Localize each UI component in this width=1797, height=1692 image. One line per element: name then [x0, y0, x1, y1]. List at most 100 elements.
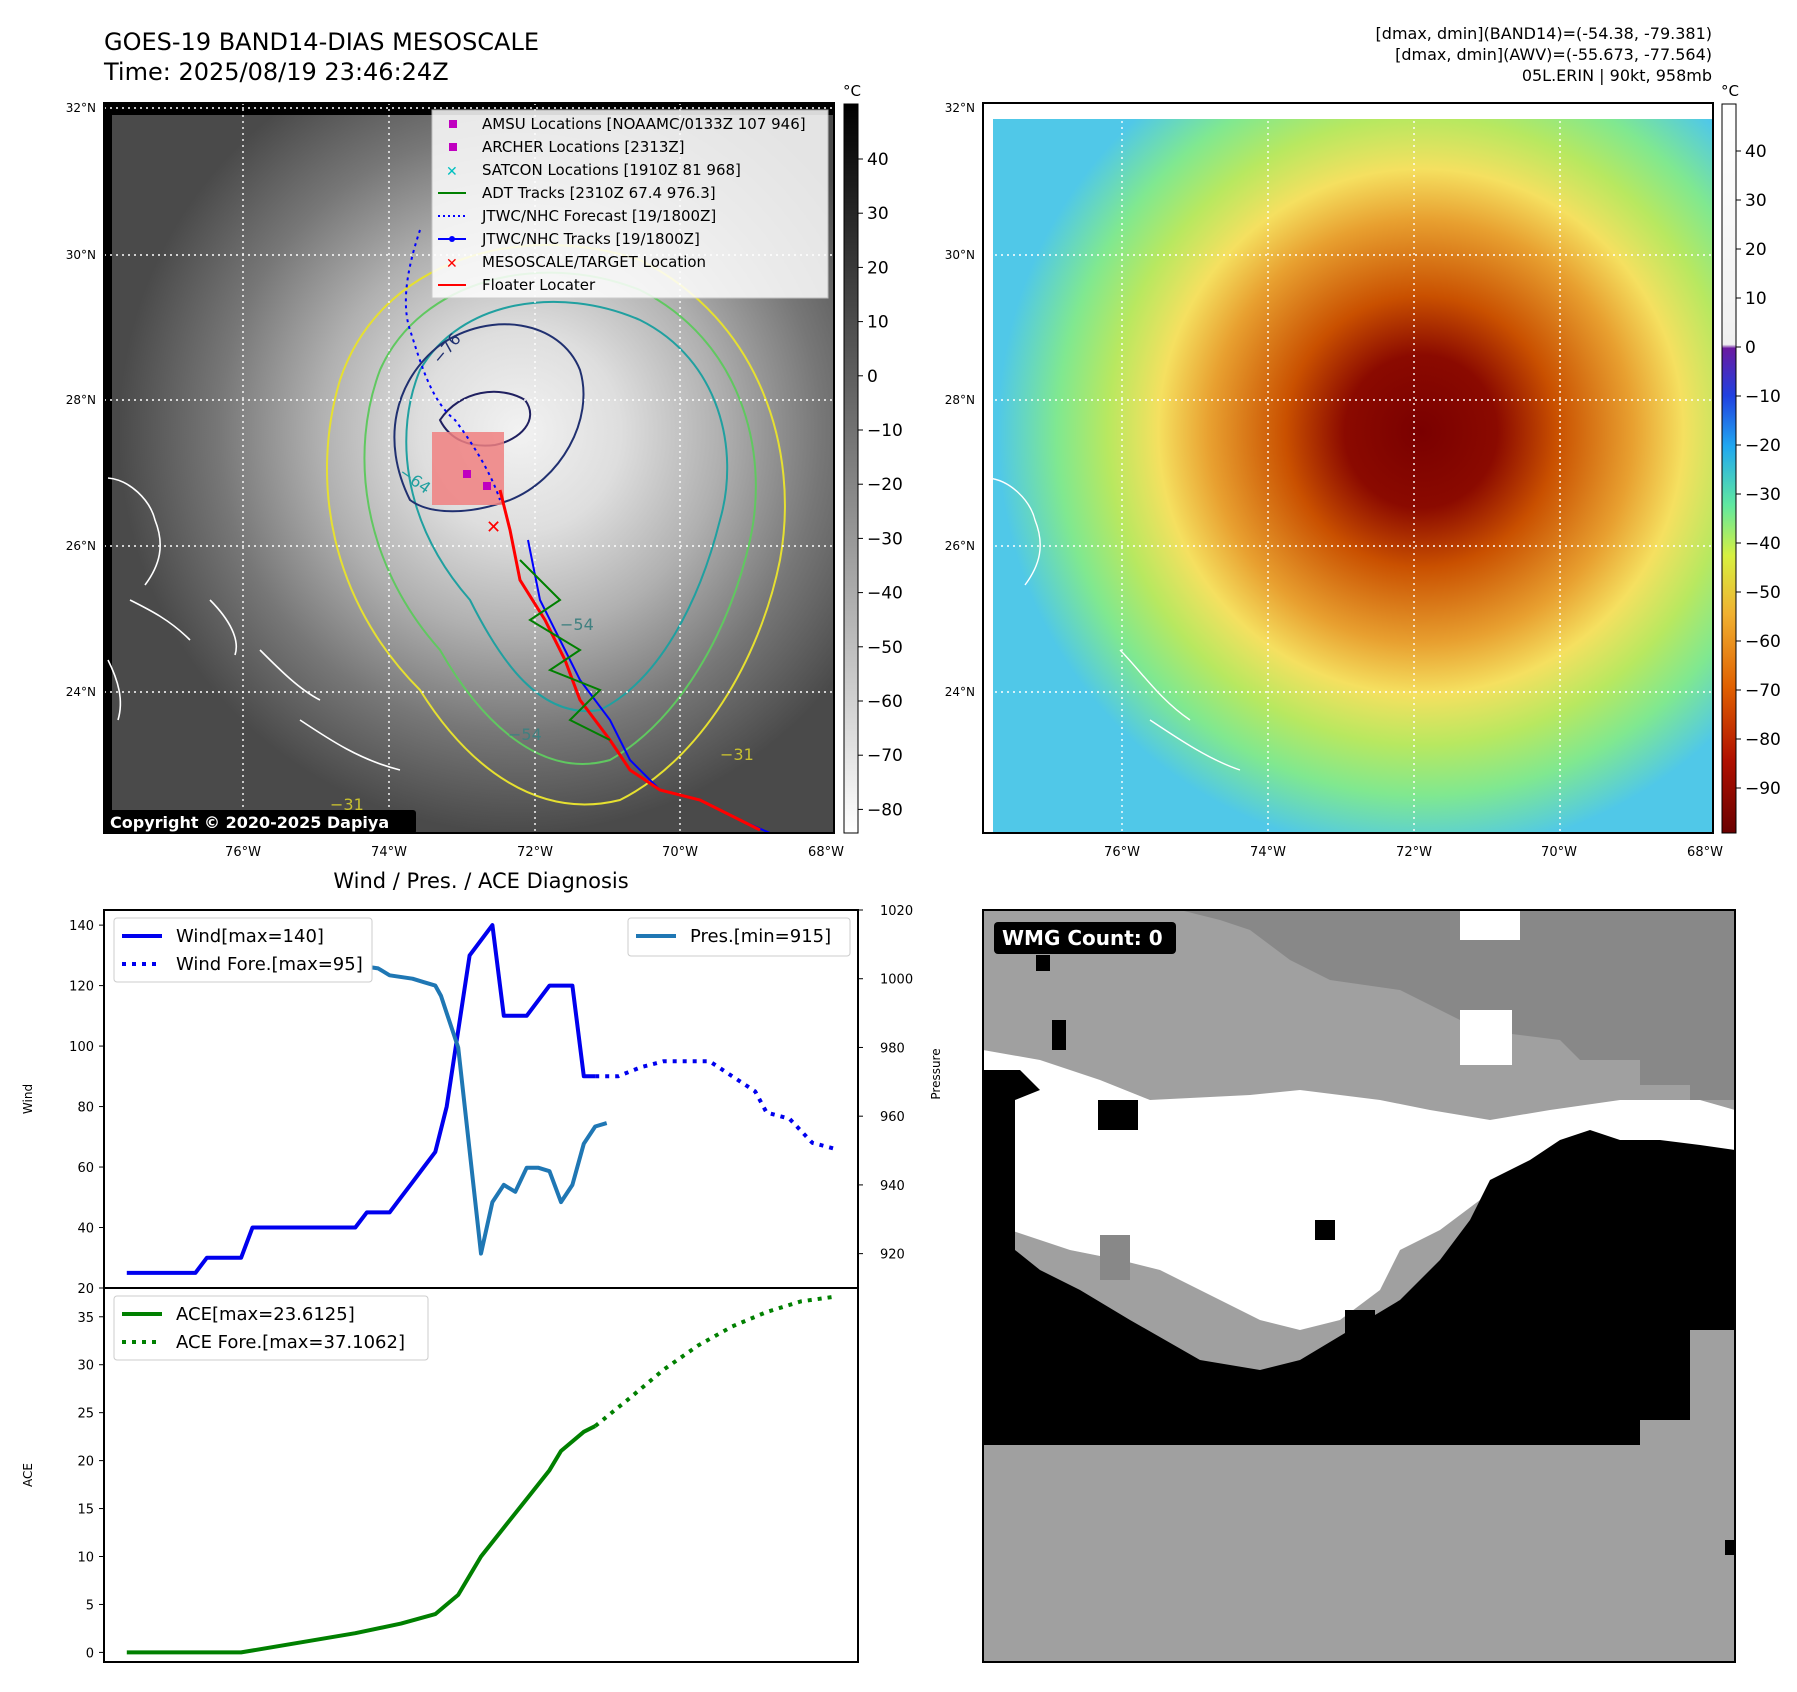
- color-map-coastlines: [987, 477, 1241, 771]
- colorbar-tick-label: −60: [1745, 632, 1781, 652]
- color-colorbar-ramp: [1721, 103, 1737, 834]
- y-tick-label: 20: [77, 1455, 94, 1470]
- colorbar-tick-label: 40: [867, 150, 889, 170]
- legend-label: JTWC/NHC Forecast [19/1800Z]: [481, 207, 716, 225]
- colorbar-tick-label: −80: [867, 800, 903, 820]
- y2-axis-label: Pressure: [929, 1048, 943, 1099]
- wmg-white-patch: [1460, 1010, 1512, 1065]
- wmg-black-dot-f: [1725, 1540, 1735, 1555]
- contour-label-31b: −31: [330, 795, 364, 814]
- y-axis-label: Wind: [21, 1084, 35, 1114]
- wind-pressure-chart: 20 40 60 80 100 120 140 Wind 920 940 960 980 1000 102…: [21, 904, 943, 1297]
- colorbar-tick-label: −90: [1745, 779, 1781, 799]
- coast-cuba: [107, 659, 122, 721]
- latitude-label: 28°N: [66, 393, 96, 407]
- pressure-legend: Pres.[min=915]: [627, 917, 851, 957]
- wmg-region-upper-gray: [1180, 910, 1735, 1100]
- colorbar-tick-label: 0: [867, 367, 878, 387]
- latitude-label: 26°N: [66, 539, 96, 553]
- longitude-label: 68°W: [808, 845, 844, 860]
- wmg-region-white: [983, 1050, 1735, 1330]
- contour-label-54b: −54: [508, 725, 542, 744]
- wmg-region-black: [983, 1070, 1735, 1480]
- mesoscale-target-box: [432, 432, 504, 505]
- ace-legend-label: ACE[max=23.6125]: [176, 1304, 355, 1325]
- wmg-count-badge: [994, 922, 1176, 954]
- y-tick-label: 60: [77, 1161, 94, 1176]
- legend-dot-swatch: [449, 236, 455, 242]
- y2-tick-label: 920: [880, 1248, 905, 1263]
- grayscale-colorbar-ramp: [843, 103, 859, 834]
- ace-legend: ACE[max=23.6125] ACE Fore.[max=37.1062]: [113, 1295, 429, 1361]
- archer-location-marker: [483, 482, 491, 490]
- coastlines: [107, 477, 401, 771]
- latitude-label: 32°N: [945, 101, 975, 115]
- longitude-label: 68°W: [1687, 845, 1723, 860]
- legend-label: AMSU Locations [NOAAMC/0133Z 107 946]: [482, 115, 806, 133]
- coast-islands-c: [259, 649, 321, 701]
- awv-range: [dmax, dmin](AWV)=(-55.673, -77.564): [1395, 45, 1712, 64]
- colorbar-tick-label: 30: [867, 204, 889, 224]
- colorbar-tick-label: −50: [1745, 583, 1781, 603]
- mesoscale-target-marker: ✕: [486, 517, 501, 538]
- legend-entry: ADT Tracks [2310Z 67.4 976.3]: [438, 184, 716, 202]
- colorbar-tick-label: 40: [1745, 142, 1767, 162]
- legend-entry: ✕ SATCON Locations [1910Z 81 968]: [446, 161, 741, 180]
- grayscale-colorbar: °C 40 30 20 10 0 −10 −20 −30 −40 −50 −60 −70 −80: [843, 82, 903, 834]
- longitude-label: 70°W: [662, 845, 698, 860]
- legend-entry: ✕ MESOSCALE/TARGET Location: [446, 253, 706, 272]
- longitude-label: 70°W: [1541, 845, 1577, 860]
- longitude-label: 74°W: [1250, 845, 1286, 860]
- colorbar-tick-label: 10: [867, 313, 889, 333]
- legend-entry: Floater Locater: [438, 276, 596, 294]
- y2-tick-label: 1020: [880, 904, 913, 919]
- series-line: [595, 1059, 836, 1151]
- color-colorbar-unit: °C: [1721, 82, 1739, 100]
- series-line: [593, 1294, 836, 1428]
- latitude-label: 28°N: [945, 393, 975, 407]
- contour-label-31a: −31: [720, 745, 754, 764]
- colorbar-tick-label: 20: [867, 258, 889, 278]
- pressure-legend-box: [627, 917, 851, 957]
- longitude-label: 74°W: [371, 845, 407, 860]
- contour-label-54a: −54: [560, 615, 594, 634]
- colorbar-tick-label: −20: [867, 475, 903, 495]
- y-tick-label: 25: [77, 1407, 94, 1422]
- y-tick-label: 140: [69, 919, 94, 934]
- contour-outer: [326, 244, 786, 806]
- y-tick-label: 35: [77, 1311, 94, 1326]
- colorbar-tick-label: 30: [1745, 191, 1767, 211]
- coast-islands-d: [299, 719, 401, 771]
- coast-florida: [107, 477, 161, 586]
- y-tick-label: 100: [69, 1040, 94, 1055]
- color-colorbar: °C 40 30 20 10 0 −10 −20 −30 −40 −50 −60 −70 −80 −90: [1721, 82, 1781, 834]
- map-legend: AMSU Locations [NOAAMC/0133Z 107 946] ARC…: [431, 109, 829, 299]
- wind-legend-label: Wind Fore.[max=95]: [176, 954, 363, 975]
- color-map-gridlines: [983, 103, 1713, 833]
- y2-tick-label: 940: [880, 1179, 905, 1194]
- colorbar-tick-label: −10: [1745, 387, 1781, 407]
- latitude-label: 30°N: [945, 248, 975, 262]
- colorbar-tick-label: −70: [1745, 681, 1781, 701]
- latitude-label: 30°N: [66, 248, 96, 262]
- wmg-black-dot-c: [1036, 955, 1050, 971]
- y-tick-label: 10: [77, 1551, 94, 1566]
- color-map-left-band: [983, 103, 993, 833]
- legend-entry: JTWC/NHC Tracks [19/1800Z]: [438, 230, 700, 248]
- legend-x-swatch: ✕: [446, 256, 458, 272]
- wind-legend: Wind[max=140] Wind Fore.[max=95]: [113, 917, 373, 983]
- diagnosis-title: Wind / Pres. / ACE Diagnosis: [333, 869, 628, 893]
- latitude-label: 24°N: [945, 685, 975, 699]
- legend-entry: AMSU Locations [NOAAMC/0133Z 107 946]: [449, 115, 806, 133]
- colorbar-tick-label: 0: [1745, 338, 1756, 358]
- y-tick-label: 120: [69, 980, 94, 995]
- longitude-label: 76°W: [225, 845, 261, 860]
- legend-label: ADT Tracks [2310Z 67.4 976.3]: [482, 184, 716, 202]
- legend-square-swatch: [449, 120, 457, 128]
- y-tick-label: 5: [86, 1598, 94, 1613]
- coast-islands-a: [129, 599, 191, 641]
- colorbar-tick-label: −80: [1745, 730, 1781, 750]
- latitude-label: 32°N: [66, 101, 96, 115]
- wmg-black-dot-d: [1052, 1020, 1066, 1050]
